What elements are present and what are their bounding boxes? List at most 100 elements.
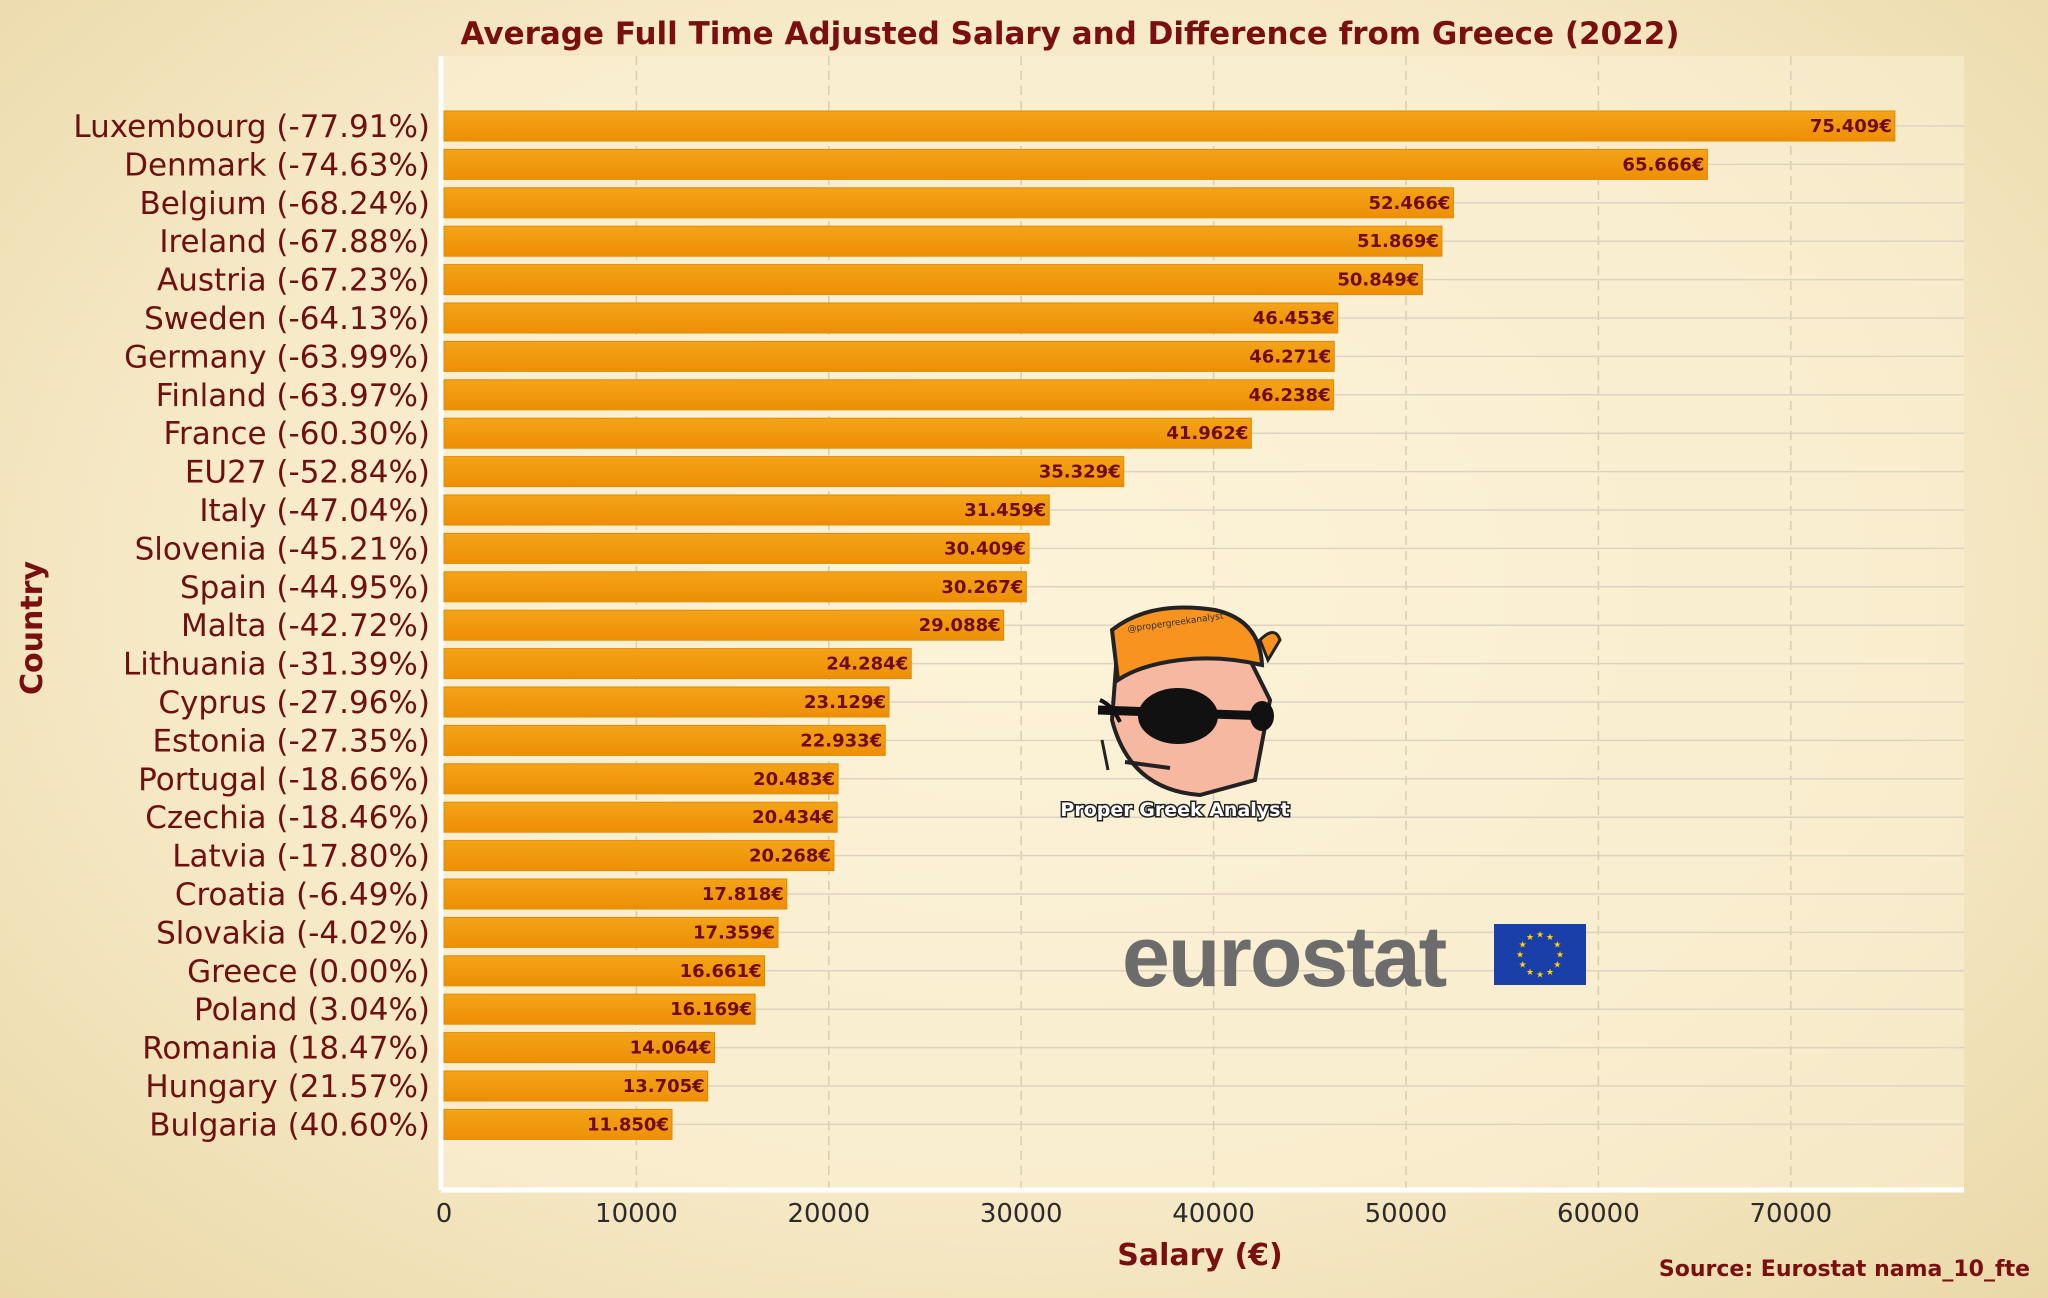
eu-flag [1494, 924, 1586, 985]
category-label: Malta (-42.72%) [181, 608, 430, 644]
source-note: Source: Eurostat nama_10_fte [1659, 1257, 2030, 1282]
bar-value-label: 50.849€ [1337, 270, 1419, 291]
category-label: Luxembourg (-77.91%) [73, 109, 430, 145]
bar-value-label: 51.869€ [1357, 231, 1439, 252]
category-label: Poland (3.04%) [194, 992, 430, 1028]
bar-value-label: 16.169€ [670, 999, 752, 1020]
x-tick-label: 0 [436, 1199, 453, 1229]
x-axis-title: Salary (€) [1117, 1238, 1282, 1273]
bar [443, 763, 839, 795]
eurostat-logo: eurostat ★★★★★★★★★ ★ ★★ [1122, 909, 1586, 1005]
category-label: Italy (-47.04%) [199, 493, 430, 529]
bar-value-label: 22.933€ [800, 730, 882, 751]
bar-value-label: 17.818€ [702, 884, 784, 905]
category-label: Greece (0.00%) [187, 954, 430, 990]
bar [443, 187, 1454, 219]
x-tick-label: 20000 [787, 1199, 870, 1229]
star-icon: ★ [1553, 961, 1561, 971]
category-label: Croatia (-6.49%) [175, 877, 430, 913]
bar [443, 417, 1252, 449]
category-label: Denmark (-74.63%) [124, 147, 430, 183]
bar-value-label: 30.267€ [941, 577, 1023, 598]
category-label: Portugal (-18.66%) [138, 762, 430, 798]
category-label: Sweden (-64.13%) [144, 301, 430, 337]
star-icon: ★ [1519, 961, 1527, 971]
bar [443, 456, 1125, 488]
value-labels: 75.409€ 65.666€ 52.466€ 51.869€ 50.849€46.45… [587, 116, 1892, 1135]
bar-value-label: 46.453€ [1253, 308, 1335, 329]
category-label: Czechia (-18.46%) [145, 800, 430, 836]
category-label: Cyprus (-27.96%) [158, 685, 430, 721]
bar [443, 110, 1896, 142]
bar-value-label: 23.129€ [804, 692, 886, 713]
bar [443, 264, 1423, 296]
bar-value-label: 29.088€ [919, 615, 1001, 636]
bar [443, 302, 1339, 334]
star-icon: ★ [1536, 971, 1544, 981]
bar [443, 225, 1443, 257]
x-tick-labels: 0 10000 20000 30000 40000 50000 60000 70000 [436, 1199, 1832, 1229]
bar-value-label: 24.284€ [826, 654, 908, 675]
bar [443, 609, 1005, 641]
star-icon: ★ [1553, 941, 1561, 951]
proper-greek-analyst-logo: @propergreekanalyst Proper Greek Analyst [1059, 605, 1291, 823]
bar [443, 571, 1027, 603]
bar-value-label: 52.466€ [1368, 193, 1450, 214]
bar [443, 993, 756, 1025]
star-icon: ★ [1526, 968, 1534, 978]
bar [443, 1070, 709, 1102]
bar-value-label: 31.459€ [964, 500, 1046, 521]
category-label: Estonia (-27.35%) [152, 723, 430, 759]
bar [443, 1032, 716, 1064]
category-label: Bulgaria (40.60%) [149, 1107, 430, 1143]
x-tick-label: 40000 [1172, 1199, 1255, 1229]
category-label: Slovakia (-4.02%) [156, 915, 430, 951]
category-label: Austria (-67.23%) [157, 263, 430, 299]
bar-value-label: 35.329€ [1039, 462, 1121, 483]
bar-value-label: 46.238€ [1249, 385, 1331, 406]
y-axis-title: Country [15, 561, 50, 695]
star-icon: ★ [1556, 951, 1564, 961]
bar-value-label: 20.268€ [749, 846, 831, 867]
category-label: Romania (18.47%) [142, 1031, 430, 1067]
bar-value-label: 75.409€ [1810, 116, 1892, 137]
bars [443, 110, 1896, 1140]
category-label: Belgium (-68.24%) [139, 186, 430, 222]
bar [443, 379, 1335, 411]
bar [443, 686, 890, 718]
category-label: France (-60.30%) [163, 416, 430, 452]
category-label: Slovenia (-45.21%) [135, 531, 430, 567]
x-tick-label: 70000 [1749, 1199, 1832, 1229]
star-icon: ★ [1546, 968, 1554, 978]
bar [443, 801, 838, 833]
bar [443, 648, 912, 680]
bar-value-label: 20.434€ [752, 807, 834, 828]
star-icon: ★ [1516, 951, 1524, 961]
category-label: Spain (-44.95%) [180, 570, 430, 606]
eurostat-wordmark: eurostat [1122, 909, 1447, 1005]
bar [443, 916, 779, 948]
bar [443, 840, 835, 872]
bar [443, 1108, 673, 1140]
star-icon: ★ [1546, 933, 1554, 943]
category-label: Lithuania (-31.39%) [123, 647, 430, 683]
bar-value-label: 20.483€ [753, 769, 835, 790]
category-label: Latvia (-17.80%) [172, 839, 430, 875]
bar-value-label: 30.409€ [944, 538, 1026, 559]
bar-value-label: 11.850€ [587, 1114, 669, 1135]
bar-value-label: 13.705€ [623, 1076, 705, 1097]
bar [443, 148, 1708, 180]
chart-title: Average Full Time Adjusted Salary and Di… [460, 16, 1679, 52]
star-icon: ★ [1519, 941, 1527, 951]
bar-value-label: 46.271€ [1249, 346, 1331, 367]
category-label: Germany (-63.99%) [124, 339, 430, 375]
category-label: Hungary (21.57%) [145, 1069, 430, 1105]
star-icon: ★ [1526, 933, 1534, 943]
category-labels: Luxembourg (-77.91%)Denmark (-74.63%)Bel… [73, 109, 430, 1143]
logo-caption: Proper Greek Analyst [1060, 799, 1289, 821]
bar-value-label: 17.359€ [693, 922, 775, 943]
category-label: EU27 (-52.84%) [185, 455, 430, 491]
star-icon: ★ [1536, 931, 1544, 941]
bar [443, 955, 766, 987]
